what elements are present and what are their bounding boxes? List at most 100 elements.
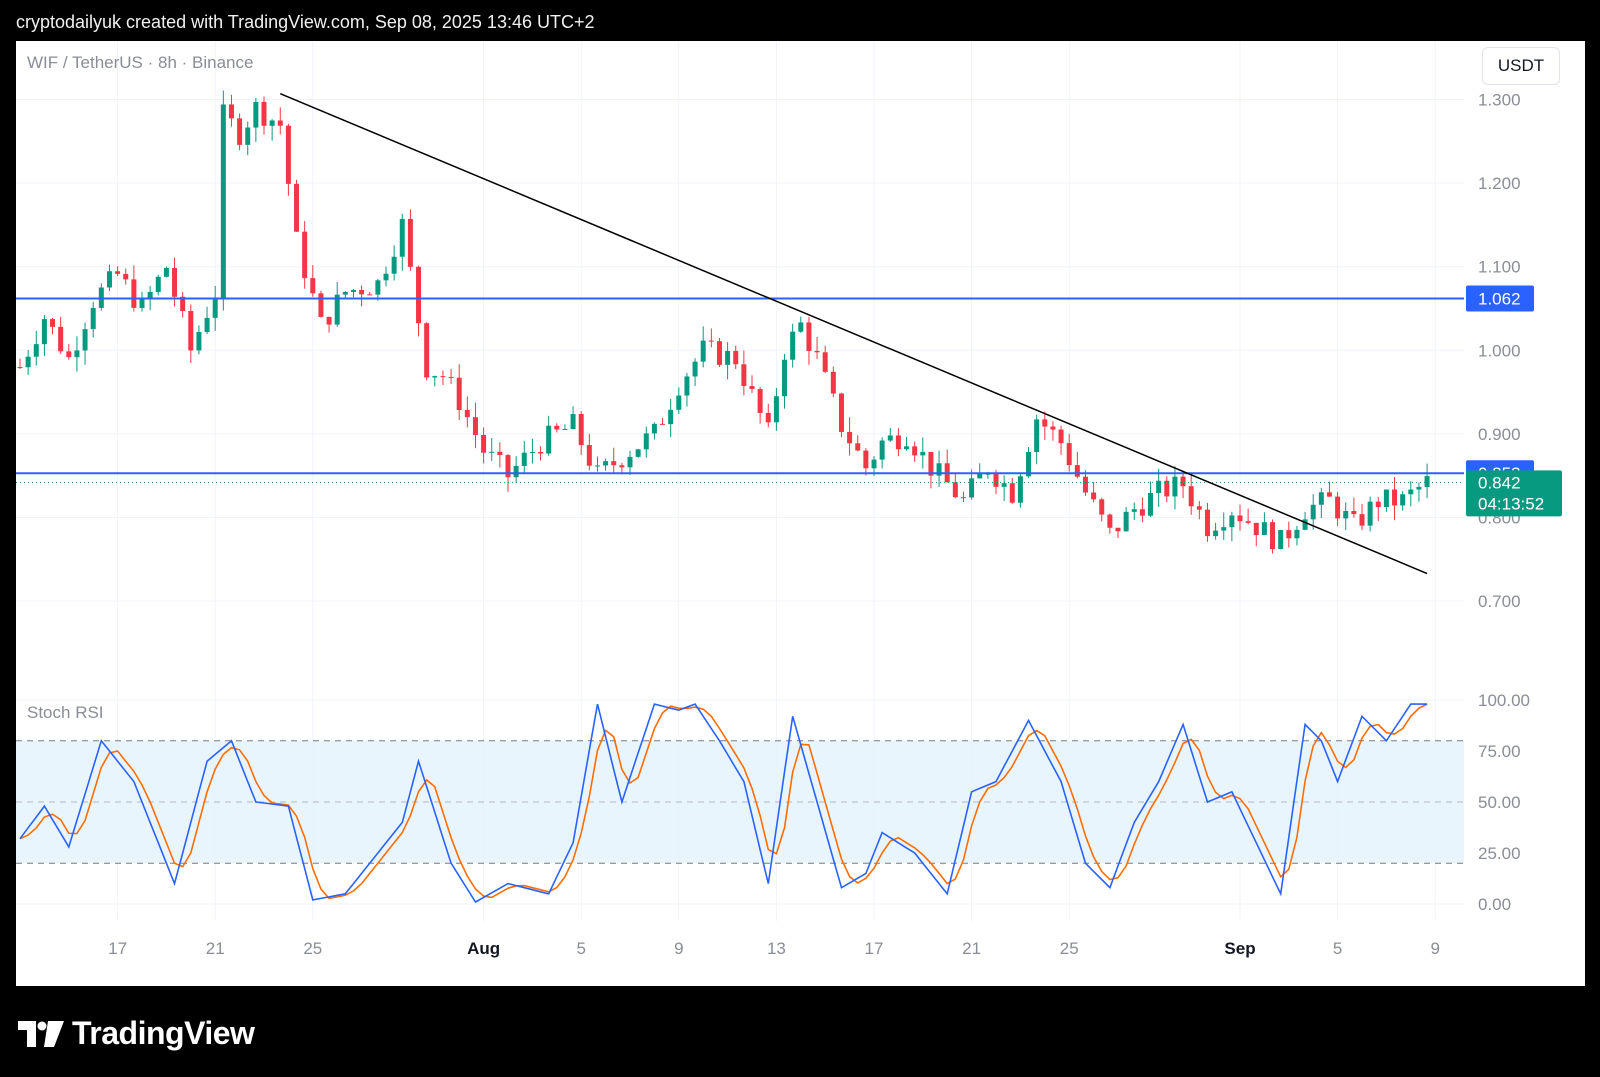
candle-down: [1392, 489, 1398, 506]
candle-down: [1164, 480, 1170, 497]
stoch-band: [16, 740, 1464, 864]
candle-down: [285, 125, 291, 184]
candle-up: [1017, 476, 1023, 503]
x-tick-label: 13: [767, 939, 786, 958]
candle-up: [212, 297, 218, 318]
y-tick-label: 1.000: [1478, 341, 1521, 360]
candle-up: [383, 273, 389, 281]
candle-down: [1009, 483, 1015, 503]
candle-down: [1042, 419, 1048, 427]
candle-down: [1286, 530, 1292, 539]
candle-up: [1408, 489, 1414, 495]
candle-down: [359, 289, 365, 295]
candle-down: [424, 323, 430, 378]
candle-up: [1131, 509, 1137, 512]
candle-up: [1367, 501, 1373, 526]
chart-panel[interactable]: 1.300 1.200 1.100 1.000 0.900 0.800 0.700 100.0…: [16, 41, 1585, 986]
candle-down: [716, 341, 722, 365]
candle-down: [448, 376, 454, 378]
candle-up: [798, 322, 804, 332]
candle-up: [651, 423, 657, 434]
stoch-tick-label: 75.00: [1478, 742, 1521, 761]
stoch-rsi-label: Stoch RSI: [27, 703, 104, 722]
candle-down: [1270, 522, 1276, 550]
y-tick-label: 0.700: [1478, 592, 1521, 611]
candle-up: [163, 267, 169, 277]
candle-up: [90, 307, 96, 330]
candle-down: [993, 473, 999, 487]
candle-up: [489, 451, 495, 453]
candle-down: [1066, 443, 1072, 466]
candle-up: [1172, 476, 1178, 497]
last-price-label: 0.842: [1478, 473, 1521, 492]
candle-up: [342, 291, 348, 295]
candle-down: [407, 218, 413, 267]
candle-down: [326, 316, 332, 325]
tradingview-logo-icon: [18, 1020, 64, 1047]
x-tick-label: 5: [576, 939, 585, 958]
candle-down: [733, 350, 739, 365]
candle-up: [904, 446, 910, 450]
candle-down: [578, 414, 584, 446]
candle-down: [1115, 527, 1121, 532]
candle-up: [1318, 492, 1324, 505]
x-tick-label: Sep: [1224, 939, 1255, 958]
candle-up: [684, 376, 690, 396]
candle-up: [74, 350, 80, 358]
candle-down: [228, 104, 234, 119]
candle-down: [66, 351, 72, 358]
candle-down: [619, 465, 625, 468]
candle-down: [310, 278, 316, 294]
currency-button[interactable]: USDT: [1482, 47, 1560, 85]
candle-down: [814, 350, 820, 353]
candle-up: [432, 376, 438, 378]
candle-up: [82, 329, 88, 351]
level-badge: [1466, 285, 1534, 312]
candle-up: [887, 435, 893, 441]
candle-up: [1123, 511, 1129, 532]
candle-down: [741, 364, 747, 387]
candle-down: [440, 376, 446, 378]
last-price-badge: [1466, 470, 1562, 517]
candle-up: [391, 256, 397, 274]
candle-up: [1026, 451, 1032, 477]
stoch-d-line: [19, 703, 1428, 900]
stoch-tick-label: 100.00: [1478, 691, 1530, 710]
candle-up: [334, 294, 340, 325]
candle-up: [1416, 486, 1422, 490]
tradingview-logo-text: TradingView: [72, 1015, 255, 1051]
candle-down: [1196, 506, 1202, 510]
candle-up: [627, 456, 633, 468]
candle-down: [847, 431, 853, 444]
x-tick-label: 9: [674, 939, 683, 958]
candle-up: [1148, 492, 1154, 516]
candle-down: [1074, 465, 1080, 477]
y-tick-label: 0.900: [1478, 425, 1521, 444]
candle-down: [261, 101, 267, 126]
chart-canvas[interactable]: 1.3001.2001.1001.0000.9000.8000.700100.0…: [16, 41, 1585, 986]
candle-up: [1424, 476, 1430, 487]
candle-down: [123, 273, 129, 280]
candle-down: [1188, 486, 1194, 507]
candle-down: [960, 497, 966, 499]
candle-down: [912, 446, 918, 456]
candle-down: [895, 435, 901, 450]
candle-up: [725, 350, 731, 365]
candle-down: [822, 352, 828, 372]
candle-down: [505, 455, 511, 478]
candle-down: [660, 423, 666, 425]
candle-up: [529, 452, 535, 454]
chart-credit: cryptodailyuk created with TradingView.c…: [16, 12, 595, 32]
candle-up: [350, 289, 356, 292]
candle-up: [871, 459, 877, 469]
candle-up: [1310, 504, 1316, 520]
candle-down: [830, 371, 836, 394]
candle-up: [1400, 494, 1406, 506]
candle-down: [611, 461, 617, 466]
stoch-tick-label: 0.00: [1478, 895, 1511, 914]
candle-down: [1099, 499, 1105, 515]
candle-down: [50, 319, 56, 327]
candle-up: [196, 332, 202, 351]
candle-up: [985, 473, 991, 475]
candle-up: [253, 101, 259, 128]
